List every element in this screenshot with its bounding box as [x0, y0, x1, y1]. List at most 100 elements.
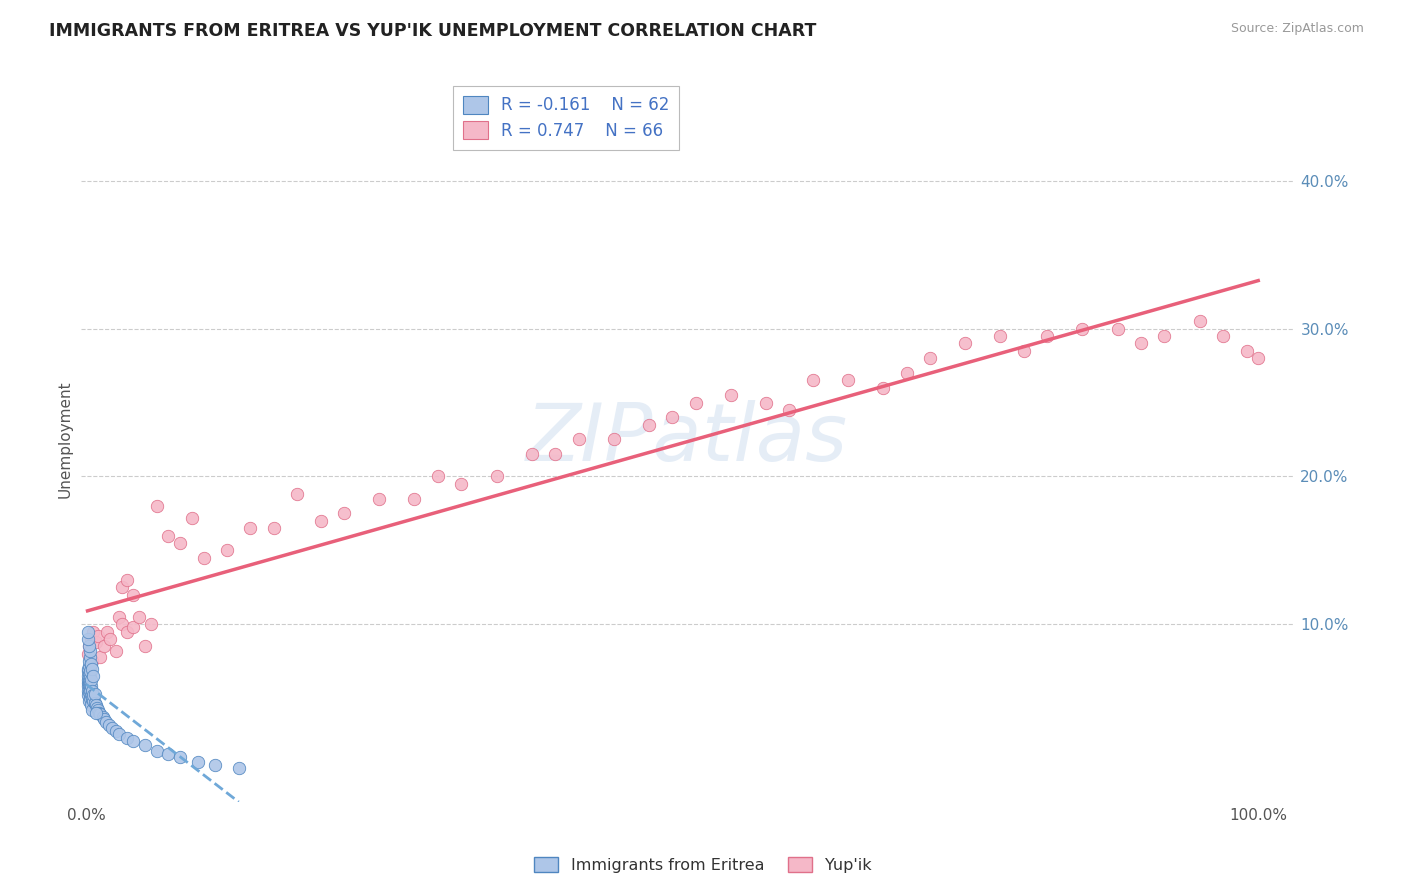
Point: [426, 469, 449, 483]
Point: [82, 691, 104, 706]
Point: [1107, 321, 1129, 335]
Point: [79, 691, 101, 706]
Point: [83, 687, 105, 701]
Point: [169, 750, 191, 764]
Text: IMMIGRANTS FROM ERITREA VS YUP'IK UNEMPLOYMENT CORRELATION CHART: IMMIGRANTS FROM ERITREA VS YUP'IK UNEMPL…: [49, 22, 817, 40]
Point: [104, 723, 127, 738]
Point: [76, 665, 98, 679]
Point: [79, 644, 101, 658]
Point: [98, 632, 121, 646]
Point: [1153, 329, 1175, 343]
Point: [82, 624, 104, 639]
Point: [779, 403, 801, 417]
Point: [76, 683, 98, 698]
Point: [520, 447, 543, 461]
Point: [93, 640, 115, 654]
Point: [86, 701, 108, 715]
Point: [77, 676, 100, 690]
Point: [661, 410, 683, 425]
Point: [1130, 336, 1153, 351]
Point: [97, 717, 120, 731]
Point: [91, 710, 114, 724]
Point: [80, 688, 103, 702]
Point: [122, 588, 145, 602]
Point: [720, 388, 742, 402]
Point: [77, 679, 100, 693]
Point: [1188, 314, 1211, 328]
Point: [82, 694, 104, 708]
Point: [139, 617, 162, 632]
Point: [180, 511, 202, 525]
Legend: Immigrants from Eritrea, Yup'ik: Immigrants from Eritrea, Yup'ik: [527, 851, 879, 880]
Point: [76, 688, 98, 702]
Point: [80, 698, 103, 713]
Point: [79, 676, 101, 690]
Point: [80, 673, 103, 688]
Point: [837, 373, 859, 387]
Point: [157, 528, 180, 542]
Point: [96, 624, 118, 639]
Point: [77, 694, 100, 708]
Point: [89, 706, 111, 720]
Point: [76, 661, 98, 675]
Point: [79, 670, 101, 684]
Point: [1012, 343, 1035, 358]
Point: [1236, 343, 1258, 358]
Point: [76, 632, 98, 646]
Point: [1247, 351, 1270, 366]
Point: [108, 609, 131, 624]
Point: [169, 536, 191, 550]
Point: [87, 629, 110, 643]
Point: [157, 747, 180, 762]
Point: [801, 373, 824, 387]
Point: [134, 739, 156, 753]
Point: [122, 620, 145, 634]
Text: Source: ZipAtlas.com: Source: ZipAtlas.com: [1230, 22, 1364, 36]
Point: [193, 550, 215, 565]
Point: [89, 707, 111, 722]
Point: [263, 521, 285, 535]
Point: [285, 487, 308, 501]
Point: [83, 696, 105, 710]
Point: [104, 644, 127, 658]
Point: [108, 726, 131, 740]
Point: [239, 521, 262, 535]
Point: [602, 433, 624, 447]
Point: [76, 679, 98, 693]
Point: [89, 649, 111, 664]
Point: [117, 573, 139, 587]
Point: [76, 676, 98, 690]
Point: [79, 683, 101, 698]
Y-axis label: Unemployment: Unemployment: [58, 381, 72, 499]
Point: [450, 476, 472, 491]
Point: [77, 654, 100, 668]
Point: [84, 635, 107, 649]
Point: [110, 580, 132, 594]
Point: [82, 654, 104, 668]
Point: [80, 632, 103, 646]
Point: [77, 667, 100, 681]
Point: [1036, 329, 1059, 343]
Point: [755, 395, 778, 409]
Point: [637, 417, 659, 432]
Point: [333, 507, 356, 521]
Point: [84, 706, 107, 720]
Point: [82, 688, 104, 702]
Point: [134, 640, 156, 654]
Point: [872, 381, 894, 395]
Point: [82, 661, 104, 675]
Point: [685, 395, 707, 409]
Point: [96, 714, 118, 729]
Point: [77, 640, 100, 654]
Point: [80, 657, 103, 672]
Point: [76, 673, 98, 688]
Point: [1212, 329, 1234, 343]
Point: [990, 329, 1012, 343]
Point: [79, 665, 101, 679]
Point: [228, 760, 250, 774]
Point: [145, 499, 167, 513]
Point: [77, 685, 100, 699]
Point: [80, 679, 103, 693]
Point: [368, 491, 391, 506]
Point: [110, 617, 132, 632]
